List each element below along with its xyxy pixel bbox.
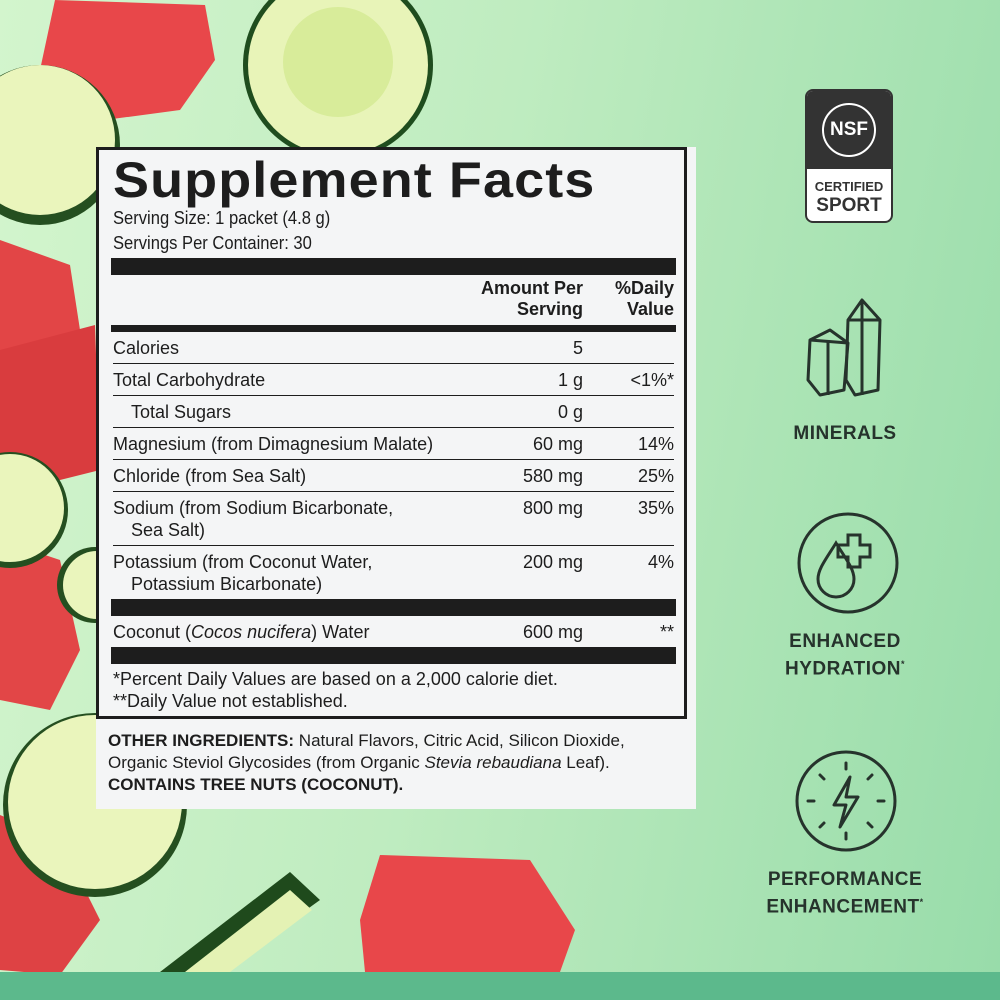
divider-thick	[111, 647, 676, 664]
badge-certified: CERTIFIED	[814, 179, 884, 194]
row-dv: 25%	[637, 466, 674, 486]
row-amount: 580 mg	[522, 466, 583, 486]
row-name-1: Potassium (from Coconut Water,	[113, 552, 373, 572]
row-name: Calories	[113, 338, 180, 358]
table-row: Potassium (from Coconut Water, Potassium …	[113, 546, 674, 599]
col-amount-2: Serving	[516, 299, 583, 319]
row-amount: 1 g	[557, 370, 583, 390]
divider	[111, 325, 676, 332]
row-name: Potassium (from Coconut Water, Potassium …	[113, 551, 443, 595]
row-dv: 35%	[637, 498, 674, 518]
table-row: Sodium (from Sodium Bicarbonate, Sea Salt…	[113, 492, 674, 546]
row-dv: 14%	[637, 434, 674, 454]
row-dv	[599, 401, 674, 423]
table-row-coconut: Coconut (Cocos nucifera) Water 600 mg **	[113, 616, 674, 647]
serving-size: Serving Size: 1 packet (4.8 g)	[113, 208, 331, 228]
row-name: Sodium (from Sodium Bicarbonate, Sea Salt…	[113, 497, 443, 541]
row-dv	[599, 337, 674, 359]
divider-thick	[111, 258, 676, 275]
asterisk: *	[901, 659, 906, 669]
ingredients-text: Natural Flavors, Citric Acid, Silicon Di…	[108, 731, 625, 772]
facts-title: Supplement Facts	[113, 152, 596, 208]
row-name-2: Potassium Bicarbonate)	[131, 574, 323, 594]
row-amount: 0 g	[557, 402, 583, 422]
nsf-certified-sport-badge: NSF CERTIFIED SPORT	[805, 89, 893, 223]
benefit-label: ENHANCED	[789, 631, 901, 652]
column-headers: Amount Per Serving %Daily Value	[113, 275, 674, 325]
row-name-latin: Cocos nucifera	[191, 622, 312, 642]
table-row: Total Carbohydrate 1 g <1%*	[113, 364, 674, 396]
table-row: Chloride (from Sea Salt) 580 mg 25%	[113, 460, 674, 492]
row-dv: **	[659, 622, 674, 642]
footnote: *Percent Daily Values are based on a 2,0…	[113, 669, 558, 689]
col-dv: %Daily	[614, 278, 674, 298]
benefit-label-2: HYDRATION	[784, 658, 902, 680]
row-name: Total Sugars	[131, 402, 232, 422]
nsf-logo-text: NSF	[822, 103, 876, 157]
row-name: Magnesium (from Dimagnesium Malate)	[113, 434, 434, 454]
row-amount: 5	[572, 338, 583, 358]
ingredients-label: OTHER INGREDIENTS:	[108, 731, 295, 750]
bottom-strip	[0, 972, 1000, 1000]
benefit-label: MINERALS	[793, 423, 897, 444]
row-name-2: Sea Salt)	[131, 520, 206, 540]
water-drop-plus-icon	[797, 512, 899, 614]
servings-per-container: Servings Per Container: 30	[113, 233, 312, 253]
asterisk: *	[919, 897, 924, 907]
table-row: Magnesium (from Dimagnesium Malate) 60 mg…	[113, 428, 674, 460]
row-name-1: Sodium (from Sodium Bicarbonate,	[113, 498, 394, 518]
row-amount: 600 mg	[522, 622, 583, 642]
benefit-label: PERFORMANCE	[767, 869, 923, 890]
ingredients-text-end: Leaf).	[561, 753, 610, 772]
crystal-icon	[806, 298, 882, 397]
other-ingredients: OTHER INGREDIENTS: Natural Flavors, Citr…	[108, 730, 688, 796]
badge-sport: SPORT	[816, 195, 882, 216]
row-dv: <1%*	[630, 370, 674, 390]
lightning-icon	[795, 750, 897, 852]
row-name: Chloride (from Sea Salt)	[113, 466, 307, 486]
row-name: Coconut (Cocos nucifera) Water	[113, 621, 443, 643]
table-row: Total Sugars 0 g	[113, 396, 674, 428]
row-amount: 200 mg	[522, 552, 583, 572]
benefit-label-2: ENHANCEMENT	[766, 896, 920, 918]
allergen-statement: CONTAINS TREE NUTS (COCONUT).	[108, 775, 404, 794]
supplement-facts-label: Supplement Facts Serving Size: 1 packet …	[96, 147, 687, 719]
ingredients-latin: Stevia rebaudiana	[424, 753, 562, 772]
col-dv-2: Value	[626, 299, 674, 319]
row-name: Total Carbohydrate	[113, 370, 266, 390]
row-name-pre: Coconut (	[113, 622, 192, 642]
row-dv: 4%	[647, 552, 674, 572]
label-panel	[96, 147, 696, 809]
benefit-hydration: ENHANCED HYDRATION*	[760, 630, 930, 680]
footnote: **Daily Value not established.	[113, 691, 348, 711]
benefit-performance: PERFORMANCE ENHANCEMENT*	[750, 868, 940, 918]
row-name-post: ) Water	[311, 622, 370, 642]
divider-thick	[111, 599, 676, 616]
row-amount: 800 mg	[522, 498, 583, 518]
benefit-minerals: MINERALS	[780, 422, 910, 445]
row-amount: 60 mg	[532, 434, 583, 454]
table-row: Calories 5	[113, 332, 674, 364]
col-amount: Amount Per	[480, 278, 583, 298]
